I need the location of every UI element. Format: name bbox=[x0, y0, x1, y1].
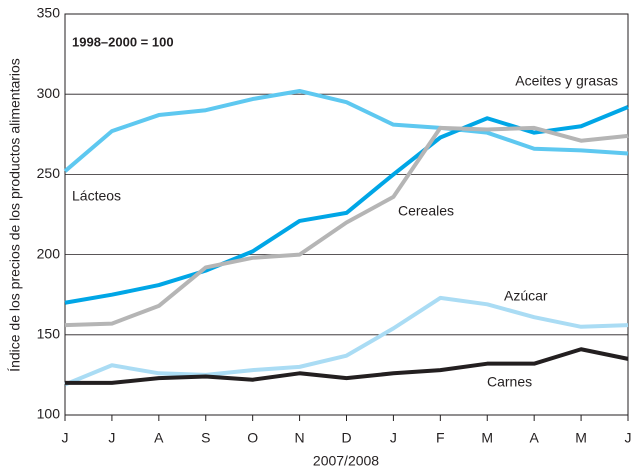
y-tick-label: 200 bbox=[37, 245, 61, 261]
plot-frame bbox=[64, 13, 629, 416]
x-tick-label: O bbox=[247, 430, 258, 446]
y-axis-label: Índice de los precios de los productos a… bbox=[7, 58, 23, 372]
y-tick-label: 250 bbox=[37, 165, 61, 181]
series-label: Lácteos bbox=[72, 188, 121, 204]
y-tick-label: 100 bbox=[37, 406, 61, 422]
y-tick-label: 150 bbox=[37, 326, 61, 342]
x-tick-label: M bbox=[575, 430, 587, 446]
series-line bbox=[65, 347, 629, 385]
x-tick-label: M bbox=[481, 430, 493, 446]
x-tick-label: J bbox=[390, 430, 397, 446]
x-tick-label: A bbox=[154, 430, 164, 446]
y-tick-label: 350 bbox=[37, 5, 61, 21]
series-label: Cereales bbox=[398, 203, 454, 219]
series-label: Azúcar bbox=[504, 288, 548, 304]
x-tick-label: F bbox=[436, 430, 445, 446]
x-tick-label: N bbox=[295, 430, 305, 446]
series-line bbox=[64, 125, 629, 328]
series-line bbox=[64, 105, 629, 305]
series-line bbox=[64, 295, 629, 387]
series-label: Aceites y grasas bbox=[515, 73, 618, 89]
x-tick-label: J bbox=[625, 430, 632, 446]
x-tick-label: A bbox=[529, 430, 539, 446]
x-tick-label: J bbox=[108, 430, 115, 446]
x-tick-label: D bbox=[341, 430, 351, 446]
x-tick-label: S bbox=[201, 430, 210, 446]
series-label: Carnes bbox=[487, 374, 532, 390]
annotation: 1998–2000 = 100 bbox=[72, 34, 174, 49]
x-axis-label: 2007/2008 bbox=[313, 453, 379, 469]
y-tick-label: 300 bbox=[37, 85, 61, 101]
x-tick-label: J bbox=[62, 430, 69, 446]
series-line bbox=[63, 88, 629, 173]
